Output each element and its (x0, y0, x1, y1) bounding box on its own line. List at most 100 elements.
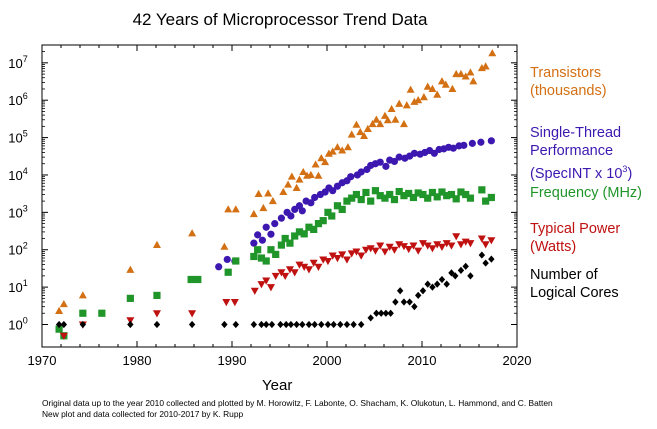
cores-point (324, 320, 332, 329)
x-tick-label: 2000 (313, 353, 342, 368)
cores-point (482, 259, 489, 267)
transistor-point (356, 127, 365, 136)
power-point (418, 240, 427, 248)
single-thread-point (298, 207, 306, 215)
transistor-point (292, 183, 301, 191)
transistor-point (188, 229, 197, 237)
single-thread-point (277, 214, 285, 222)
power-point (390, 246, 399, 254)
cores-point (311, 320, 318, 329)
transistor-point (448, 84, 457, 92)
frequency-point (443, 192, 451, 200)
transistor-point (387, 104, 396, 113)
power-point (487, 237, 496, 245)
cores-point (287, 320, 295, 329)
power-point (126, 317, 135, 325)
power-point (309, 259, 318, 267)
frequency-point (281, 234, 289, 243)
footnote-line1: Original data up to the year 2010 collec… (42, 398, 553, 408)
transistor-point (360, 131, 369, 140)
power-point (366, 245, 375, 253)
power-point (452, 233, 461, 241)
power-point (442, 240, 451, 248)
legend-cores: Number of Logical Cores (530, 266, 619, 302)
x-axis-label: Year (262, 377, 293, 394)
power-point (456, 241, 465, 249)
single-thread-point (267, 230, 275, 238)
power-point (347, 250, 356, 258)
transistor-point (391, 115, 400, 123)
power-point (433, 241, 442, 249)
single-thread-point (254, 231, 262, 239)
cores-point (263, 320, 270, 329)
frequency-point (314, 220, 323, 228)
frequency-point (438, 188, 446, 196)
power-point (295, 261, 304, 269)
power-point (376, 242, 385, 250)
single-thread-point (250, 239, 258, 247)
frequency-point (224, 268, 232, 276)
x-tick-label: 2020 (503, 353, 532, 368)
power-point (357, 252, 366, 260)
frequency-point (395, 187, 403, 196)
frequency-point (277, 241, 285, 249)
frequency-point (153, 291, 161, 300)
power-point (323, 257, 332, 266)
legend-frequency-line1: Frequency (MHz) (530, 185, 642, 201)
cores-point (318, 320, 325, 329)
legend-single-thread-line2: Performance (530, 143, 614, 159)
y-tick-label: 106 (8, 91, 27, 108)
power-point (437, 243, 446, 251)
power-point (342, 256, 351, 264)
power-point (314, 263, 323, 271)
power-point (257, 281, 266, 289)
power-point (271, 272, 280, 281)
cores-point (299, 320, 306, 329)
frequency-point (333, 202, 342, 210)
cores-point (411, 303, 418, 311)
frequency-point (310, 225, 318, 233)
power-point (281, 272, 290, 281)
cores-point (367, 314, 374, 322)
frequency-point (126, 294, 134, 302)
y-tick-label: 107 (8, 54, 27, 71)
frequency-point (98, 309, 106, 317)
power-point (188, 310, 197, 318)
frequency-point (357, 195, 365, 204)
legend-power: Typical Power (Watts) (530, 220, 620, 256)
legend-cores-line2: Logical Cores (530, 285, 619, 301)
cores-point (478, 251, 486, 259)
transistor-point (380, 111, 389, 119)
legend-cores-line1: Number of (530, 267, 598, 283)
frequency-point (267, 246, 275, 254)
single-thread-point (487, 137, 495, 145)
frequency-point (272, 250, 280, 259)
x-tick-label: 1980 (123, 353, 152, 368)
y-tick-label: 103 (8, 203, 27, 220)
frequency-point (291, 232, 299, 240)
transistor-point (433, 90, 442, 98)
frequency-point (462, 190, 470, 199)
single-thread-point (258, 236, 266, 244)
frequency-point (55, 325, 63, 333)
power-point (152, 310, 161, 318)
transistor-point (314, 171, 323, 179)
cores-point (221, 320, 228, 329)
transistor-point (299, 167, 308, 176)
single-thread-point (390, 157, 399, 166)
transistor-point (55, 306, 64, 314)
frequency-point (409, 193, 418, 202)
frequency-point (428, 188, 437, 197)
power-point (290, 269, 299, 277)
cores-point (443, 280, 450, 288)
legend-transistors: Transistors (thousands) (530, 64, 607, 100)
transistor-point (295, 175, 304, 183)
cores-point (406, 298, 413, 306)
frequency-point (419, 190, 427, 199)
transistor-point (466, 68, 475, 76)
transistor-point (363, 124, 372, 132)
legend-transistors-line1: Transistors (530, 65, 602, 81)
cores-point (282, 320, 290, 329)
transistor-point (343, 143, 352, 151)
power-point (466, 240, 475, 248)
